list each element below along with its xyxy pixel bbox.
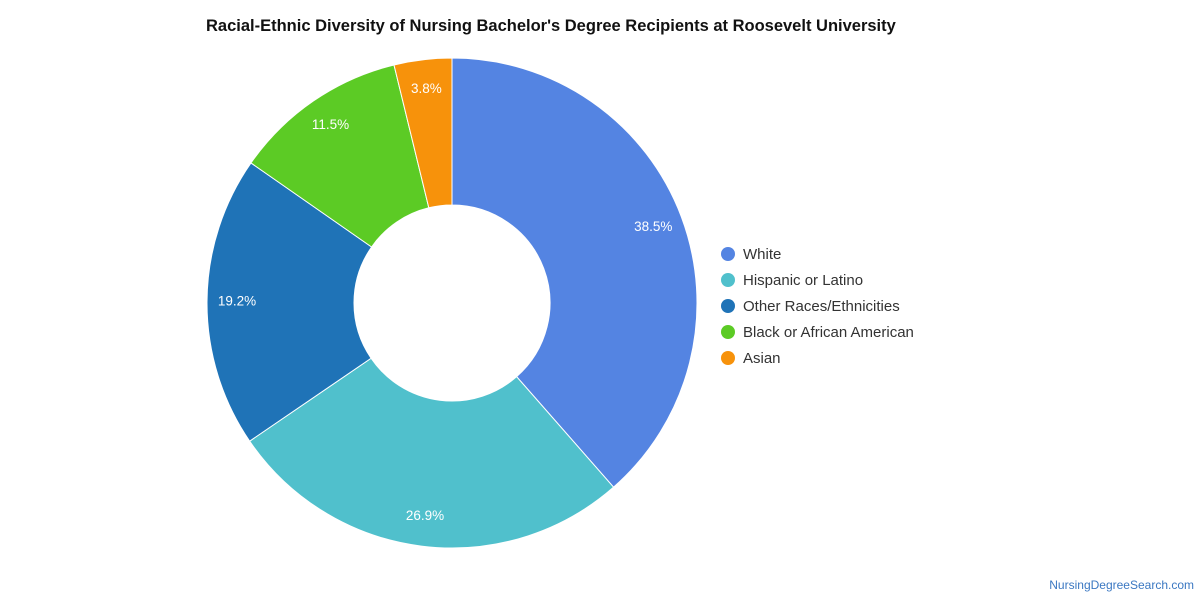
slice-hispanic-or-latino[interactable] <box>248 357 615 549</box>
slice-other-races-ethnicities[interactable] <box>206 162 373 442</box>
watermark-link[interactable]: NursingDegreeSearch.com <box>1049 578 1194 592</box>
legend-item-asian[interactable]: Asian <box>721 345 914 371</box>
slice-label-other-races-ethnicities: 19.2% <box>218 294 256 309</box>
legend: White Hispanic or Latino Other Races/Eth… <box>721 241 914 371</box>
legend-swatch-black-or-african-american <box>721 325 735 339</box>
legend-item-black-or-african-american[interactable]: Black or African American <box>721 319 914 345</box>
slice-asian[interactable] <box>393 57 453 209</box>
legend-label-hispanic-or-latino: Hispanic or Latino <box>743 271 864 289</box>
slice-label-hispanic-or-latino: 26.9% <box>406 508 444 523</box>
slice-white[interactable] <box>451 57 698 488</box>
legend-swatch-other-races <box>721 299 735 313</box>
legend-item-hispanic-or-latino[interactable]: Hispanic or Latino <box>721 267 914 293</box>
legend-item-white[interactable]: White <box>721 241 914 267</box>
legend-swatch-asian <box>721 351 735 365</box>
legend-item-other-races[interactable]: Other Races/Ethnicities <box>721 293 914 319</box>
legend-label-other-races: Other Races/Ethnicities <box>743 297 900 315</box>
legend-label-white: White <box>743 245 782 263</box>
slice-label-black-or-african-american: 11.5% <box>312 117 349 132</box>
legend-swatch-hispanic-or-latino <box>721 273 735 287</box>
chart-title: Racial-Ethnic Diversity of Nursing Bache… <box>206 17 896 35</box>
legend-label-asian: Asian <box>743 349 781 367</box>
slice-black-or-african-american[interactable] <box>250 64 430 248</box>
slice-label-white: 38.5% <box>634 219 672 234</box>
legend-label-black-or-african-american: Black or African American <box>743 323 914 341</box>
slice-label-asian: 3.8% <box>411 81 442 96</box>
legend-swatch-white <box>721 247 735 261</box>
